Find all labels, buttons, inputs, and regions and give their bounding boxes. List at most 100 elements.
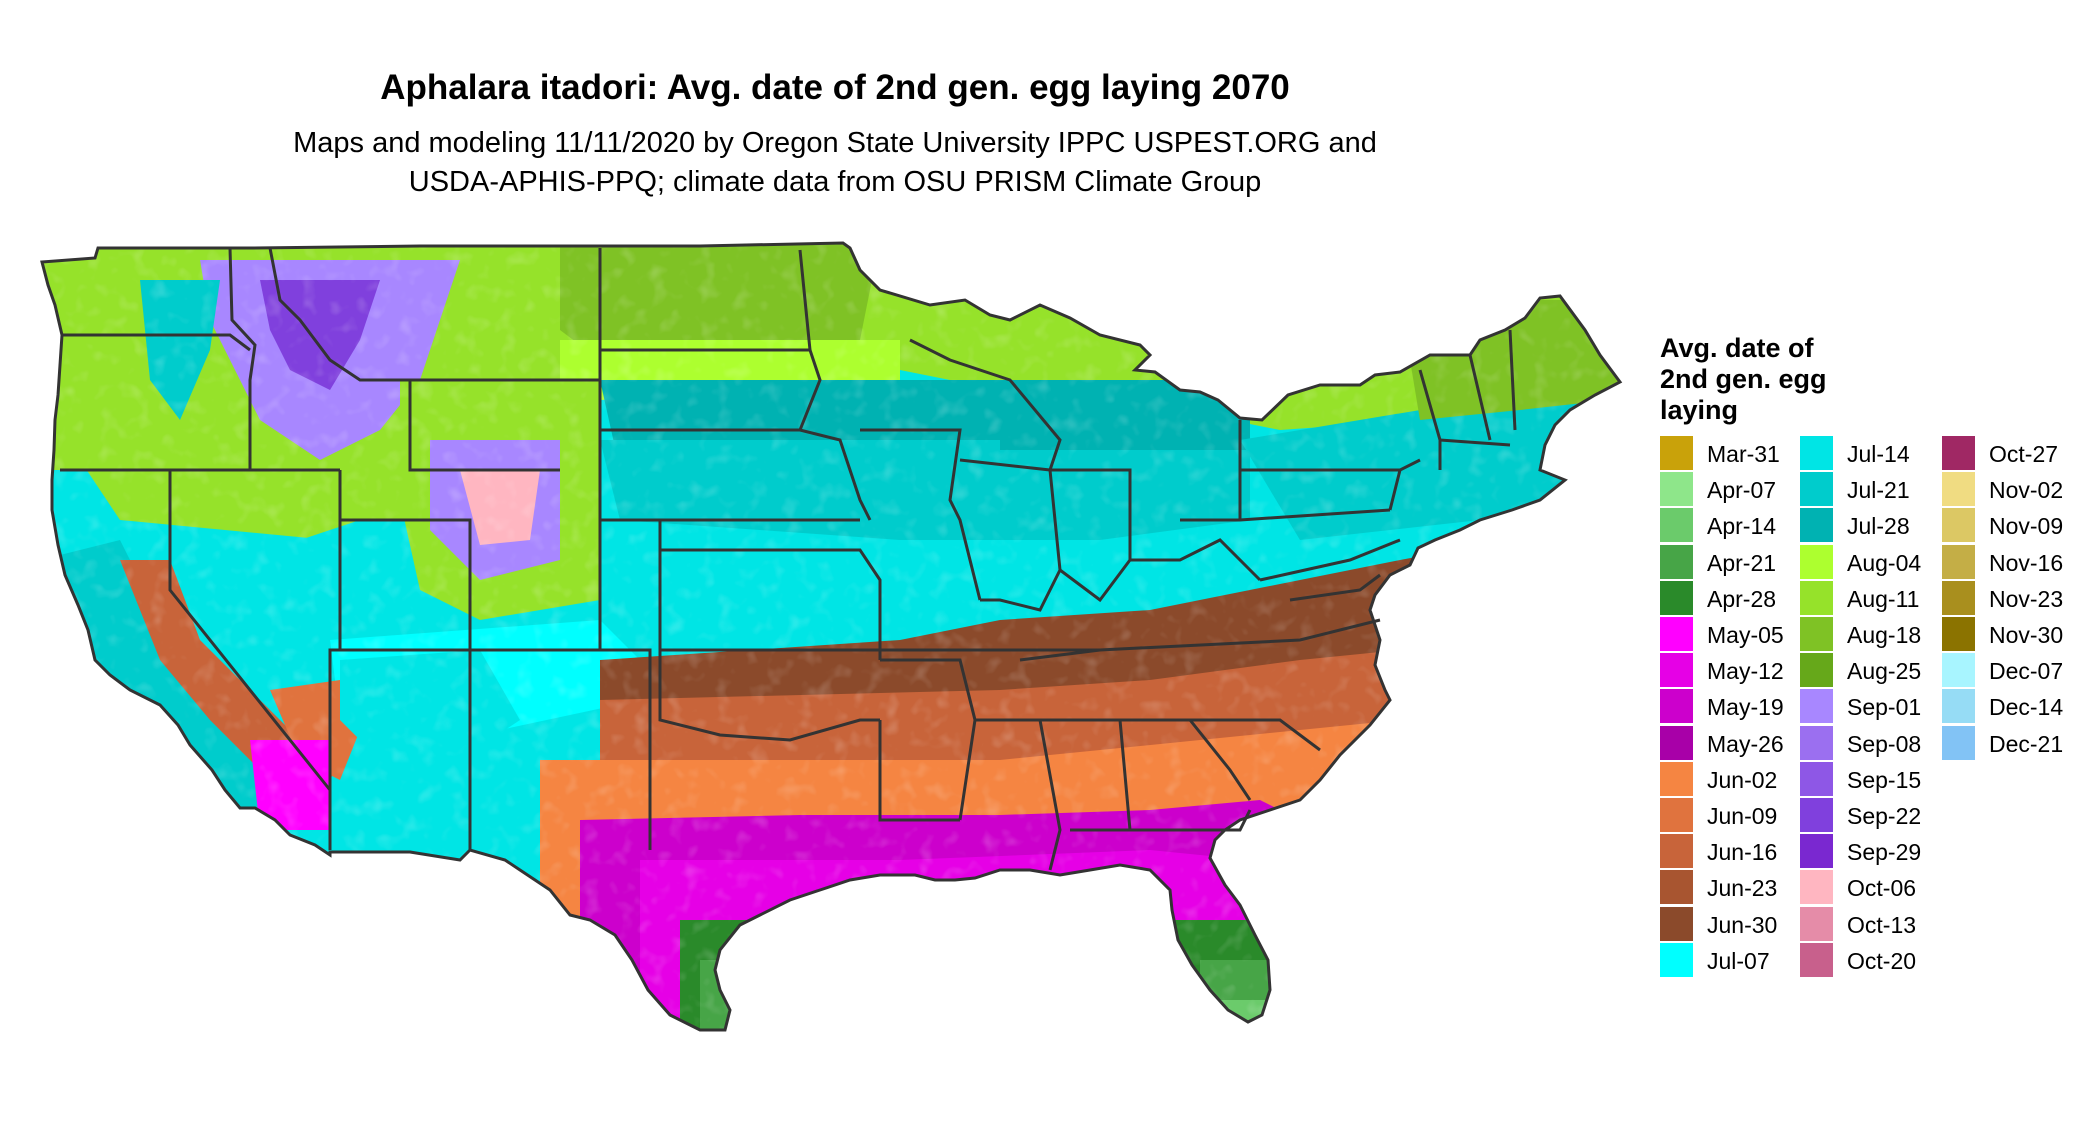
- legend-label: Jul-21: [1847, 477, 1910, 504]
- legend-label: May-19: [1707, 694, 1784, 721]
- legend-item: Oct-13: [1800, 906, 1950, 943]
- legend-item: Mar-31: [1660, 436, 1810, 472]
- legend-item: May-19: [1660, 689, 1810, 725]
- legend-label: May-12: [1707, 658, 1784, 685]
- legend-swatch: [1800, 436, 1833, 470]
- us-map-svg: [40, 241, 1622, 1032]
- legend-label: Sep-15: [1847, 766, 1922, 793]
- legend-label: Apr-21: [1707, 549, 1777, 576]
- date-zones: [42, 243, 1620, 1030]
- legend-title-line-1: Avg. date of: [1660, 333, 1814, 363]
- legend-label: Jul-28: [1847, 513, 1910, 540]
- legend-item: Aug-11: [1800, 580, 1950, 617]
- legend-label: Jun-09: [1707, 803, 1778, 829]
- legend-item: Sep-08: [1800, 725, 1950, 762]
- legend-swatch: [1800, 544, 1833, 579]
- legend-label: Sep-29: [1847, 839, 1922, 866]
- legend-swatch: [1942, 544, 1975, 579]
- legend-item: Sep-15: [1800, 761, 1950, 798]
- legend-item: Oct-27: [1942, 436, 2092, 472]
- legend-label: Mar-31: [1707, 441, 1780, 467]
- map-title: Aphalara itadori: Avg. date of 2nd gen. …: [380, 68, 1290, 107]
- legend-item: Jun-09: [1660, 798, 1810, 834]
- legend-label: Jun-23: [1707, 875, 1778, 902]
- legend-label: Sep-01: [1847, 694, 1922, 721]
- legend-label: Jul-07: [1707, 947, 1770, 974]
- legend-label: Oct-27: [1989, 441, 2059, 467]
- legend-label: Oct-13: [1847, 911, 1917, 938]
- map-subtitle: Maps and modeling 11/11/2020 by Oregon S…: [120, 124, 1550, 202]
- legend-label: Aug-04: [1847, 549, 1922, 576]
- legend-label: Nov-23: [1989, 585, 2064, 612]
- legend-swatch: [1660, 942, 1693, 977]
- legend-item: Dec-07: [1942, 653, 2092, 689]
- legend-item: Apr-28: [1660, 580, 1810, 617]
- legend-swatch: [1660, 689, 1693, 724]
- legend-swatch: [1942, 725, 1975, 760]
- legend-swatch: [1800, 689, 1833, 724]
- legend-item: May-05: [1660, 617, 1810, 653]
- legend-swatch: [1660, 870, 1693, 905]
- legend-swatch: [1800, 942, 1833, 977]
- legend-item: Jun-02: [1660, 761, 1810, 798]
- legend-swatch: [1942, 508, 1975, 543]
- legend-item: Sep-01: [1800, 689, 1950, 725]
- legend-item: Sep-22: [1800, 798, 1950, 834]
- legend-item: Apr-14: [1660, 508, 1810, 544]
- legend-item: Jul-14: [1800, 436, 1950, 472]
- legend-swatch: [1660, 436, 1693, 470]
- legend-label: Jun-30: [1707, 911, 1778, 938]
- legend-item: Apr-21: [1660, 544, 1810, 581]
- legend-item: Jul-07: [1660, 942, 1810, 979]
- legend-swatch: [1942, 580, 1975, 615]
- legend-swatch: [1800, 472, 1833, 507]
- legend-item: Nov-23: [1942, 580, 2092, 617]
- legend-item: Aug-18: [1800, 617, 1950, 653]
- legend-item: Nov-16: [1942, 544, 2092, 581]
- legend-item: Nov-09: [1942, 508, 2092, 544]
- legend-label: Nov-16: [1989, 549, 2064, 576]
- legend-label: Sep-08: [1847, 730, 1922, 757]
- legend-label: May-05: [1707, 622, 1784, 648]
- legend-label: May-26: [1707, 730, 1784, 757]
- legend-swatch: [1660, 580, 1693, 615]
- legend-item: Aug-25: [1800, 653, 1950, 689]
- legend-item: Sep-29: [1800, 834, 1950, 870]
- legend-label: Dec-07: [1989, 658, 2064, 685]
- legend-swatch: [1800, 906, 1833, 941]
- legend-swatch: [1660, 617, 1693, 651]
- legend-item: Nov-30: [1942, 617, 2092, 653]
- legend-label: Jun-16: [1707, 839, 1778, 866]
- legend-swatch: [1800, 508, 1833, 543]
- legend-label: Nov-09: [1989, 513, 2064, 540]
- legend-label: Apr-14: [1707, 513, 1777, 540]
- legend-swatch: [1942, 436, 1975, 470]
- legend-title: Avg. date of 2nd gen. egg laying: [1660, 333, 1827, 426]
- legend-swatch: [1800, 653, 1833, 688]
- legend-item: May-26: [1660, 725, 1810, 762]
- legend-label: Nov-30: [1989, 622, 2064, 648]
- legend-item: Apr-07: [1660, 472, 1810, 508]
- legend-swatch: [1660, 834, 1693, 869]
- legend-label: Aug-25: [1847, 658, 1922, 685]
- legend-label: Dec-14: [1989, 694, 2064, 721]
- legend-label: Aug-18: [1847, 622, 1922, 648]
- legend-label: Oct-20: [1847, 947, 1917, 974]
- legend-label: Sep-22: [1847, 803, 1922, 829]
- legend-item: Aug-04: [1800, 544, 1950, 581]
- legend-item: Dec-14: [1942, 689, 2092, 725]
- us-map: [40, 241, 1622, 1032]
- legend-swatch: [1800, 725, 1833, 760]
- legend-item: Jun-30: [1660, 906, 1810, 943]
- legend-swatch: [1660, 544, 1693, 579]
- legend-title-line-2: 2nd gen. egg: [1660, 364, 1827, 394]
- legend-swatch: [1660, 472, 1693, 507]
- legend-swatch: [1800, 580, 1833, 615]
- legend-title-line-3: laying: [1660, 395, 1739, 425]
- legend-label: Aug-11: [1847, 585, 1920, 612]
- legend-item: Oct-20: [1800, 942, 1950, 979]
- legend-label: Jul-14: [1847, 441, 1910, 467]
- legend-swatch: [1800, 617, 1833, 651]
- legend-label: Nov-02: [1989, 477, 2064, 504]
- legend-item: Jun-23: [1660, 870, 1810, 906]
